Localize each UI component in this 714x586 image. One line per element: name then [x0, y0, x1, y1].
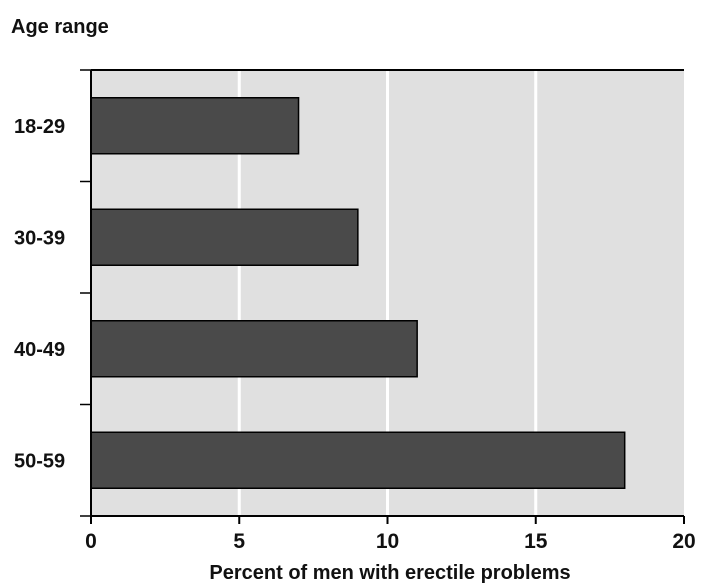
y-axis-title: Age range: [11, 16, 109, 38]
y-tick-label-50-59: 50-59: [14, 450, 65, 472]
x-axis-title: Percent of men with erectile problems: [209, 562, 570, 584]
y-tick-label-18-29: 18-29: [14, 116, 65, 138]
x-tick-label-0: 0: [85, 530, 97, 553]
axes: [80, 69, 685, 524]
tick-labels: 18-29 30-39 40-49 50-59 0 5 10 15 20: [14, 116, 696, 553]
bar-30-39: [90, 208, 359, 266]
bars: [90, 97, 626, 489]
bar-18-29: [90, 97, 300, 155]
x-tick-label-20: 20: [672, 530, 695, 553]
y-tick-label-30-39: 30-39: [14, 227, 65, 249]
x-tick-label-15: 15: [524, 530, 548, 553]
x-tick-label-5: 5: [233, 530, 245, 553]
x-tick-label-10: 10: [376, 530, 399, 553]
bar-50-59: [90, 431, 626, 489]
bar-40-49: [90, 320, 418, 378]
y-tick-label-40-49: 40-49: [14, 339, 65, 361]
